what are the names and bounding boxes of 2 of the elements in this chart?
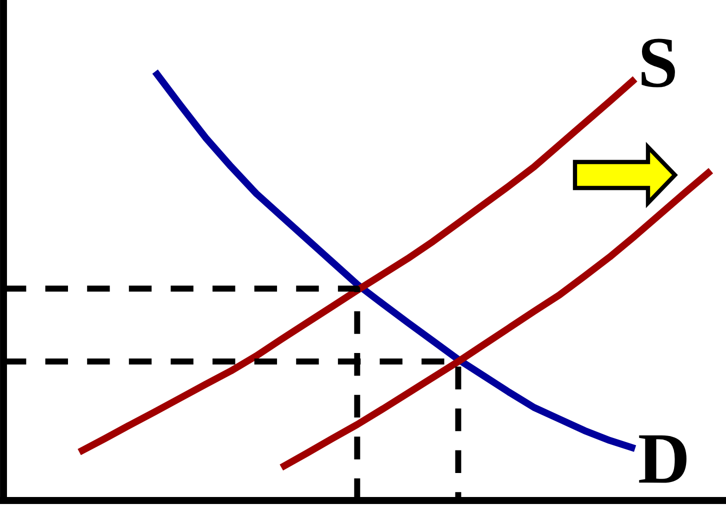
series-label: D	[639, 435, 686, 483]
series-label: S	[642, 38, 675, 88]
